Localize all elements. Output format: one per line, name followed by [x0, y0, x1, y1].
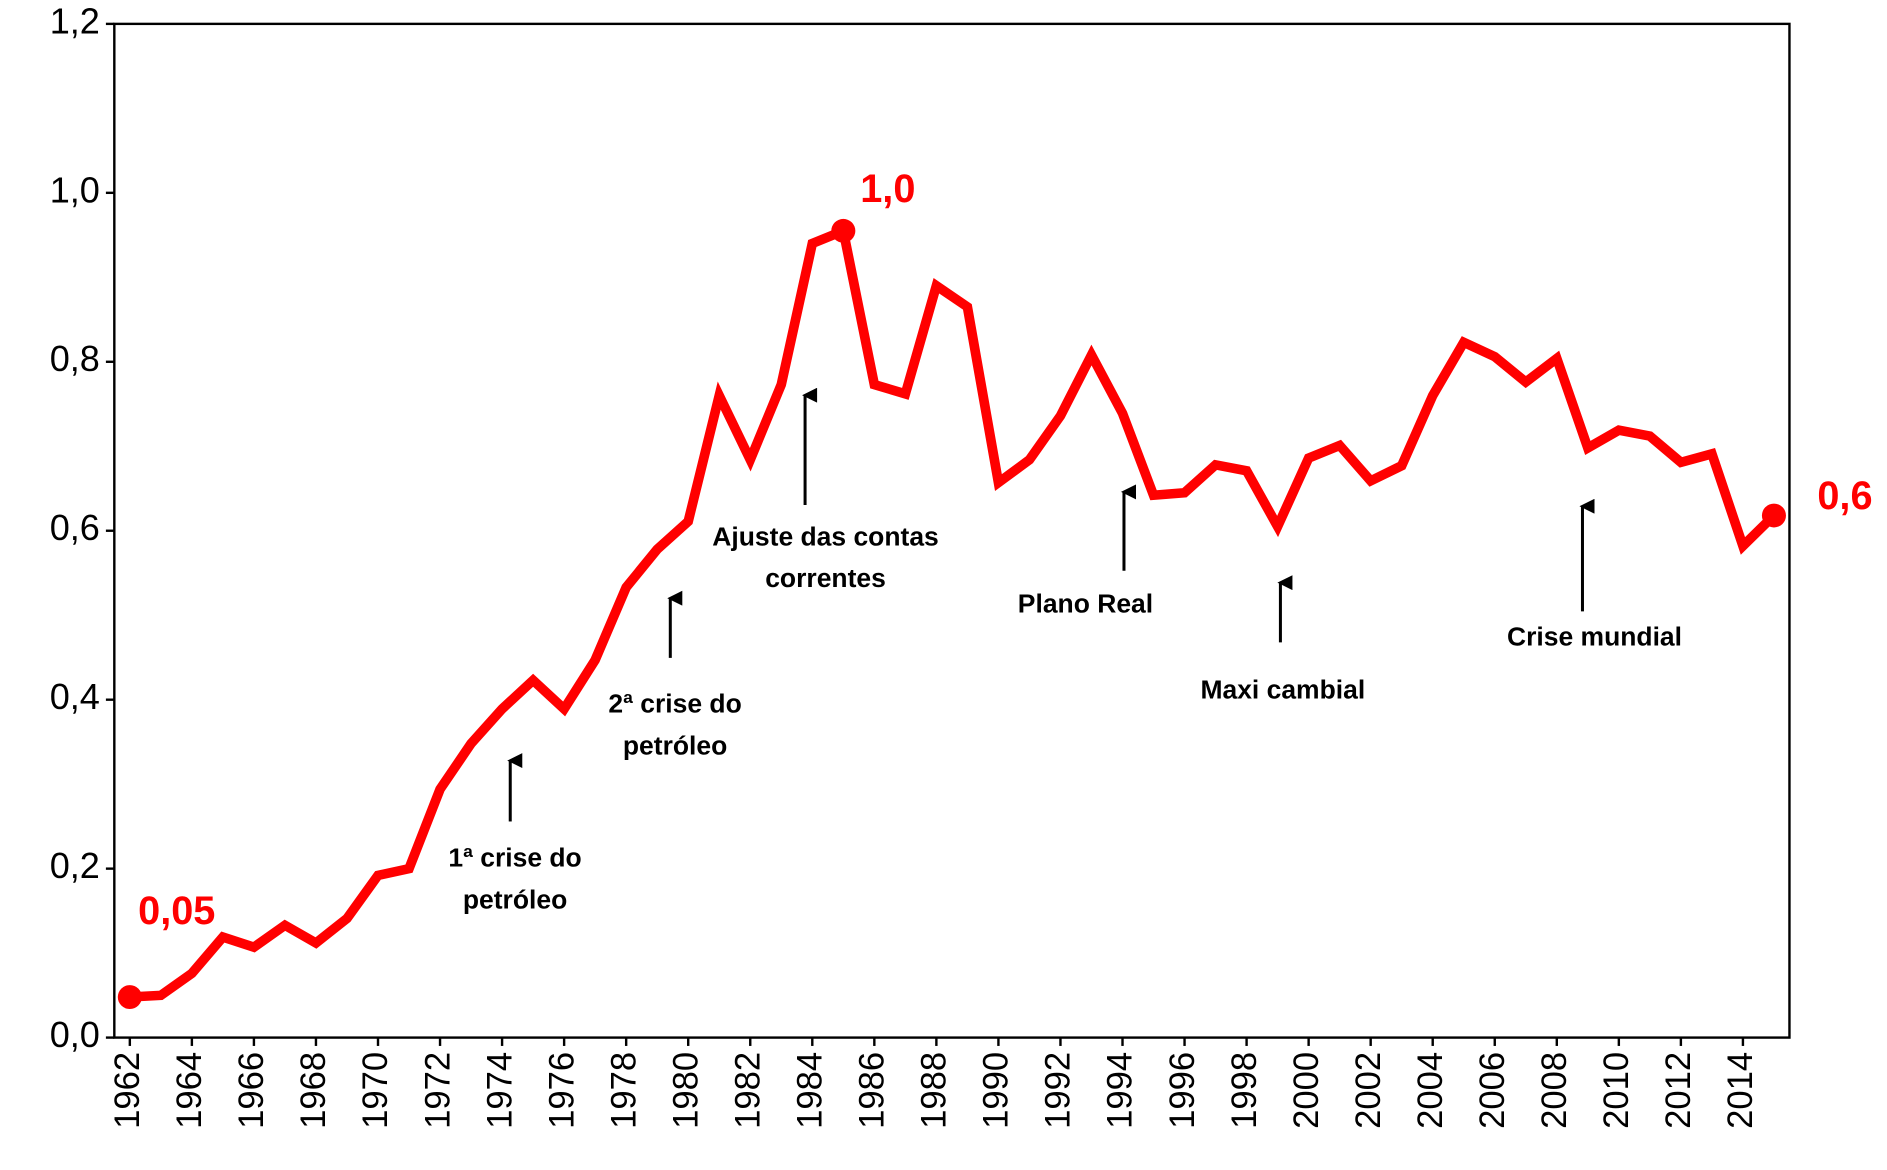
- y-tick-label: 0,6: [50, 507, 100, 548]
- x-tick-label: 1964: [171, 1052, 209, 1129]
- value-label: 0,05: [138, 889, 215, 933]
- annotation-text: correntes: [765, 563, 886, 593]
- highlight-marker: [117, 985, 142, 1009]
- annotation-text: 1ª crise do: [448, 843, 581, 873]
- x-tick-label: 2006: [1474, 1052, 1512, 1129]
- value-label: 0,6: [1817, 474, 1872, 518]
- x-tick-label: 2000: [1288, 1052, 1326, 1129]
- y-tick-label: 0,4: [50, 676, 100, 717]
- x-tick-label: 1984: [791, 1052, 829, 1129]
- annotation-text: Crise mundial: [1507, 622, 1682, 652]
- x-tick-label: 2014: [1722, 1052, 1760, 1129]
- annotation-text: petróleo: [463, 885, 567, 915]
- x-tick-label: 1992: [1040, 1052, 1078, 1129]
- highlight-marker: [831, 218, 856, 243]
- value-label: 1,0: [860, 167, 915, 211]
- x-tick-label: 2010: [1598, 1052, 1636, 1129]
- x-tick-label: 1976: [543, 1052, 581, 1129]
- annotation-text: Plano Real: [1018, 588, 1153, 618]
- x-tick-label: 2004: [1412, 1052, 1450, 1129]
- annotation-text: Ajuste das contas: [712, 522, 938, 552]
- x-tick-label: 2012: [1660, 1052, 1698, 1129]
- y-tick-label: 1,0: [50, 169, 100, 210]
- y-tick-label: 0,0: [50, 1014, 100, 1055]
- x-tick-label: 1972: [419, 1052, 457, 1129]
- data-line: [129, 224, 1778, 1002]
- x-tick-label: 2008: [1536, 1052, 1574, 1129]
- x-tick-label: 1996: [1164, 1052, 1202, 1129]
- highlight-marker: [1761, 503, 1786, 528]
- x-tick-label: 1980: [667, 1052, 705, 1129]
- x-tick-label: 1978: [605, 1052, 643, 1129]
- y-tick-label: 0,2: [50, 845, 100, 886]
- x-tick-label: 1970: [357, 1052, 395, 1129]
- x-tick-label: 2002: [1350, 1052, 1388, 1129]
- annotation-text: petróleo: [623, 730, 727, 760]
- x-tick-label: 1982: [729, 1052, 767, 1129]
- y-tick-label: 0,8: [50, 338, 100, 379]
- annotation-text: 2ª crise do: [608, 689, 741, 719]
- x-tick-label: 1988: [915, 1052, 953, 1129]
- x-tick-label: 1998: [1226, 1052, 1264, 1129]
- x-tick-label: 1986: [853, 1052, 891, 1129]
- x-tick-label: 1968: [295, 1052, 333, 1129]
- plot-group: 0,0 0,2 0,4 0,6 0,8 1,0 1,2 1962 1964 1966 1968 197…: [50, 0, 1873, 1128]
- x-tick-label: 1962: [109, 1052, 147, 1129]
- x-tick-label: 1990: [978, 1052, 1016, 1129]
- annotation-text: Maxi cambial: [1200, 674, 1365, 704]
- x-tick-label: 1974: [481, 1052, 519, 1129]
- x-tick-label: 1966: [233, 1052, 271, 1129]
- y-tick-label: 1,2: [50, 0, 100, 41]
- x-tick-label: 1994: [1102, 1052, 1140, 1129]
